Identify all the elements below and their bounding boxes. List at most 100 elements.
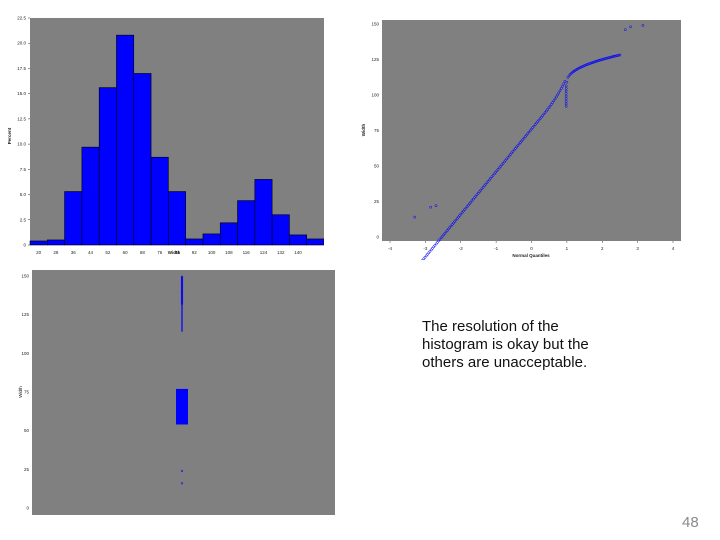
- boxplot-outlier-point: [180, 282, 184, 285]
- boxplot-y-tick-label: 0: [26, 506, 29, 511]
- histogram-x-tick-label: 68: [140, 250, 146, 255]
- qq-plot-point: [565, 80, 569, 84]
- boxplot-y-tick-label: 50: [24, 428, 30, 433]
- boxplot-outlier-point: [180, 295, 184, 298]
- histogram-bar: [202, 233, 221, 246]
- boxplot-outlier-point: [180, 283, 184, 286]
- caption-line: others are unacceptable.: [422, 354, 588, 371]
- boxplot-outlier-point: [180, 278, 184, 282]
- histogram-bar: [254, 179, 273, 246]
- caption-text: The resolution of the histogram is okay …: [422, 318, 672, 372]
- qq-plot-point: [564, 89, 568, 93]
- boxplot-ylabel: Width: [18, 386, 23, 398]
- histogram-bar: [168, 191, 186, 246]
- boxplot-outlier-point: [180, 276, 184, 279]
- histogram-y-tick-label: 17.5: [17, 66, 26, 71]
- qq-plot-point: [554, 95, 558, 99]
- histogram-bar: [271, 214, 290, 246]
- histogram-bar: [185, 238, 204, 246]
- qq-plot-chart: 0 25 50 75 100 125 150 -4 -3 -2 -1 0 1 2 3 4 Width Nor…: [358, 16, 681, 260]
- boxplot-y-tick-label: 25: [24, 467, 30, 472]
- boxplot-outlier-point: [180, 482, 184, 485]
- boxplot-outlier-point: [180, 275, 184, 278]
- qq-plot-point: [564, 99, 568, 103]
- boxplot-panel: 0 25 50 75 100 125 150 Width: [14, 270, 335, 515]
- qq-plot-x-tick-label: -4: [388, 246, 392, 251]
- histogram-x-tick-label: 36: [71, 250, 77, 255]
- boxplot-y-tick-label: 125: [21, 312, 29, 317]
- qq-plot-point: [561, 84, 564, 88]
- qq-plot-point: [552, 99, 556, 103]
- boxplot-outlier-point: [180, 292, 184, 296]
- qq-plot-point: [618, 53, 622, 57]
- qq-plot-x-tick-label: 2: [601, 246, 604, 251]
- qq-plot-point: [556, 93, 559, 97]
- histogram-x-tick-label: 124: [260, 250, 268, 255]
- qq-plot-point: [551, 101, 554, 104]
- qq-plot-x-tick-label: -3: [423, 246, 427, 251]
- histogram-bar: [98, 87, 117, 246]
- qq-plot-y-tick-label: 100: [371, 93, 379, 98]
- qq-plot-panel: 0 25 50 75 100 125 150 -4 -3 -2 -1 0 1 2 3 4 Width Nor…: [358, 16, 681, 260]
- qq-plot-x-tick-label: 3: [636, 246, 639, 251]
- histogram-chart: 0 2.5 5.0 7.5 10.0 12.5 15.0 17.5 20.0 22.5 20 28 3…: [2, 12, 324, 255]
- qq-plot-y-tick-label: 0: [376, 235, 379, 240]
- boxplot-outlier-point: [180, 291, 184, 295]
- histogram-y-tick-label: 7.5: [20, 167, 27, 172]
- qq-plot-point: [623, 28, 627, 32]
- boxplot-outlier-point: [180, 301, 184, 304]
- slide-number: 48: [682, 514, 699, 531]
- histogram-x-tick-label: 44: [88, 250, 94, 255]
- boxplot-outlier-point: [180, 286, 184, 289]
- histogram-x-tick-label: 132: [277, 250, 285, 255]
- histogram-x-tick-label: 100: [208, 250, 216, 255]
- histogram-bar: [289, 234, 308, 246]
- boxplot-outlier-point: [180, 302, 184, 305]
- histogram-y-tick-label: 0: [23, 243, 26, 248]
- boxplot-outlier-point: [180, 289, 184, 292]
- qq-plot-y-tick-label: 125: [371, 57, 379, 62]
- histogram-y-tick-label: 22.5: [17, 16, 26, 21]
- histogram-x-tick-label: 116: [243, 250, 251, 255]
- boxplot-y-tick-label: 75: [24, 390, 30, 395]
- histogram-x-tick-label: 20: [36, 250, 42, 255]
- boxplot-chart: 0 25 50 75 100 125 150 Width: [14, 270, 335, 515]
- qq-plot-x-tick-label: -2: [459, 246, 463, 251]
- histogram-x-tick-label: 92: [192, 250, 198, 255]
- qq-plot-point: [413, 215, 417, 219]
- qq-plot-y-tick-label: 150: [371, 22, 379, 27]
- boxplot-outlier-point: [180, 288, 184, 291]
- qq-plot-point: [564, 92, 568, 95]
- histogram-x-tick-label: 60: [123, 250, 129, 255]
- qq-plot-point: [564, 97, 568, 101]
- histogram-x-tick-label: 140: [294, 250, 302, 255]
- caption-line: histogram is okay but the: [422, 336, 589, 353]
- boxplot-outlier-point: [180, 290, 184, 294]
- qq-plot-point: [641, 24, 645, 27]
- qq-plot-y-tick-label: 50: [374, 164, 380, 169]
- histogram-bar: [29, 240, 48, 246]
- histogram-bar: [133, 73, 152, 246]
- qq-plot-point: [564, 87, 568, 90]
- boxplot-box: [176, 388, 188, 425]
- histogram-y-tick-label: 10.0: [17, 142, 26, 147]
- qq-plot-point: [549, 103, 553, 106]
- boxplot-outlier-point: [180, 294, 184, 297]
- boxplot-outlier-point: [180, 281, 184, 284]
- boxplot-outlier-point: [180, 284, 184, 287]
- histogram-bar: [64, 191, 83, 246]
- histogram-bar: [81, 146, 100, 246]
- qq-plot-point: [547, 106, 551, 110]
- histogram-y-tick-label: 20.0: [17, 41, 26, 46]
- boxplot-outlier-point: [180, 277, 184, 281]
- qq-plot-point: [434, 204, 438, 208]
- qq-plot-x-tick-label: 0: [530, 246, 533, 251]
- boxplot-y-tick-label: 100: [21, 351, 29, 356]
- qq-plot-x-tick-label: -1: [494, 246, 498, 251]
- histogram-bar: [116, 34, 135, 246]
- qq-plot-x-tick-label: 1: [566, 246, 569, 251]
- boxplot-outlier-point: [180, 296, 184, 299]
- qq-plot-xlabel: Normal Quantiles: [512, 253, 550, 258]
- histogram-bar: [237, 200, 256, 246]
- histogram-bar: [306, 238, 324, 246]
